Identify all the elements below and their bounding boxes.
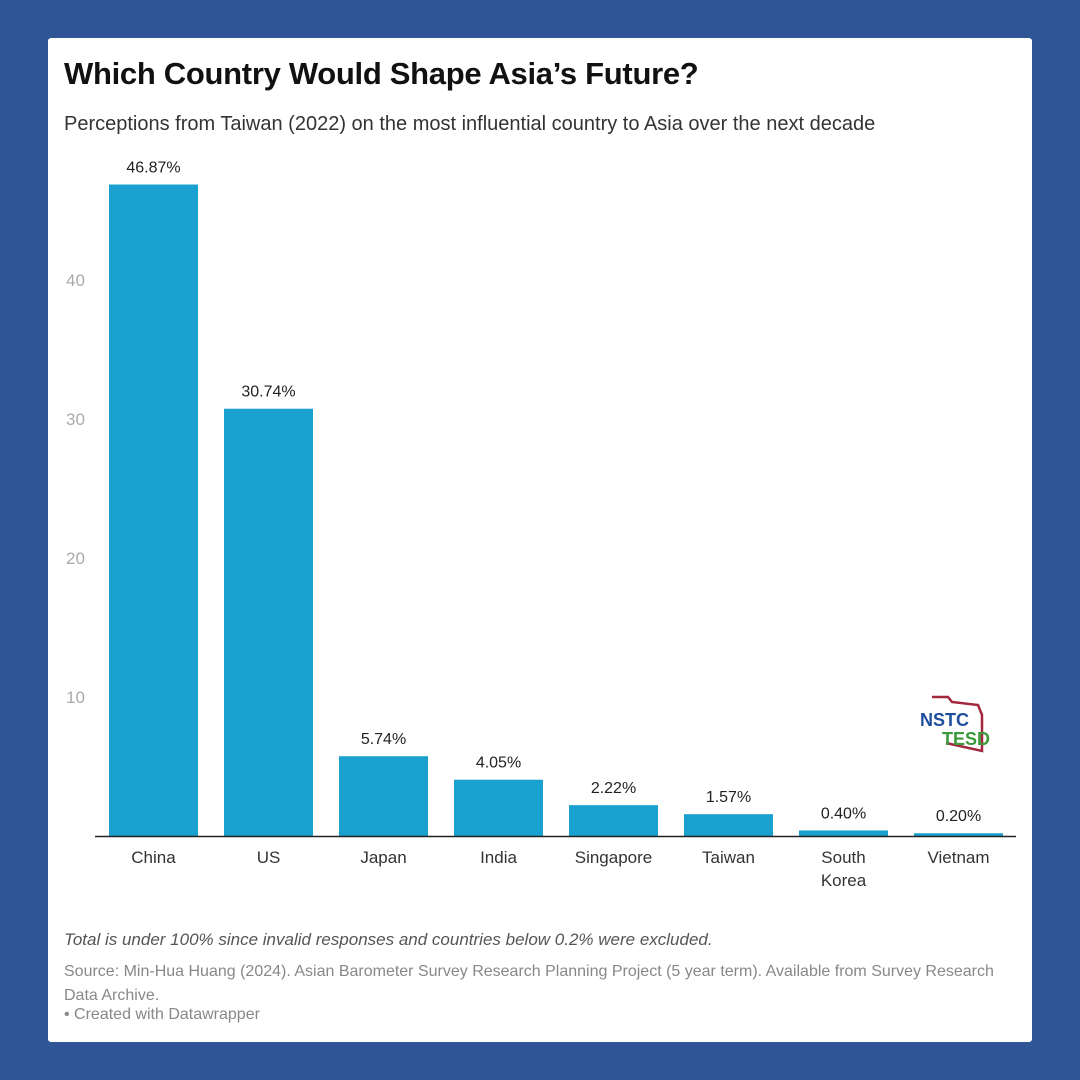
chart-card: Which Country Would Shape Asia’s Future?… — [48, 38, 1032, 1042]
data-label: 46.87% — [126, 160, 180, 177]
y-tick-label: 40 — [66, 271, 85, 290]
data-label: 1.57% — [706, 789, 751, 806]
datawrapper-credit[interactable]: • Created with Datawrapper — [64, 1006, 260, 1023]
data-label: 4.05% — [476, 755, 521, 772]
data-label: 0.20% — [936, 808, 981, 825]
data-label: 0.40% — [821, 805, 866, 822]
data-label: 5.74% — [361, 731, 406, 748]
bar-us — [224, 408, 313, 836]
x-tick-label: India — [480, 848, 517, 867]
data-label: 2.22% — [591, 780, 636, 797]
x-tick-label: China — [131, 848, 176, 867]
bar-vietnam — [914, 833, 1003, 836]
x-tick-label: US — [257, 848, 281, 867]
y-tick-label: 30 — [66, 410, 85, 429]
bar-china — [109, 184, 198, 836]
chart-note: Total is under 100% since invalid respon… — [64, 930, 713, 949]
bar-singapore — [569, 805, 658, 836]
x-tick-label: South — [821, 848, 865, 867]
chart-title: Which Country Would Shape Asia’s Future? — [64, 56, 699, 91]
x-tick-label: Taiwan — [702, 848, 755, 867]
x-tick-label: Korea — [821, 871, 867, 890]
x-tick-label: Singapore — [575, 848, 653, 867]
chart-subtitle: Perceptions from Taiwan (2022) on the mo… — [64, 113, 876, 135]
bar-india — [454, 779, 543, 836]
svg-text:NSTC: NSTC — [920, 710, 969, 730]
bar-south-korea — [799, 830, 888, 836]
bar-taiwan — [684, 814, 773, 836]
y-tick-label: 20 — [66, 549, 85, 568]
data-label: 30.74% — [241, 384, 295, 401]
bar-japan — [339, 756, 428, 836]
bar-chart: 10 20 30 40 46.87% China 30.74% US 5.74% Japan 4.0… — [66, 160, 1016, 890]
y-tick-label: 10 — [66, 688, 85, 707]
x-tick-label: Vietnam — [927, 848, 989, 867]
chart-source: Source: Min-Hua Huang (2024). Asian Baro… — [64, 963, 994, 1004]
svg-text:TESD: TESD — [942, 729, 990, 749]
x-tick-label: Japan — [360, 848, 406, 867]
nstc-tesd-logo: NSTC TESD — [918, 693, 1008, 758]
